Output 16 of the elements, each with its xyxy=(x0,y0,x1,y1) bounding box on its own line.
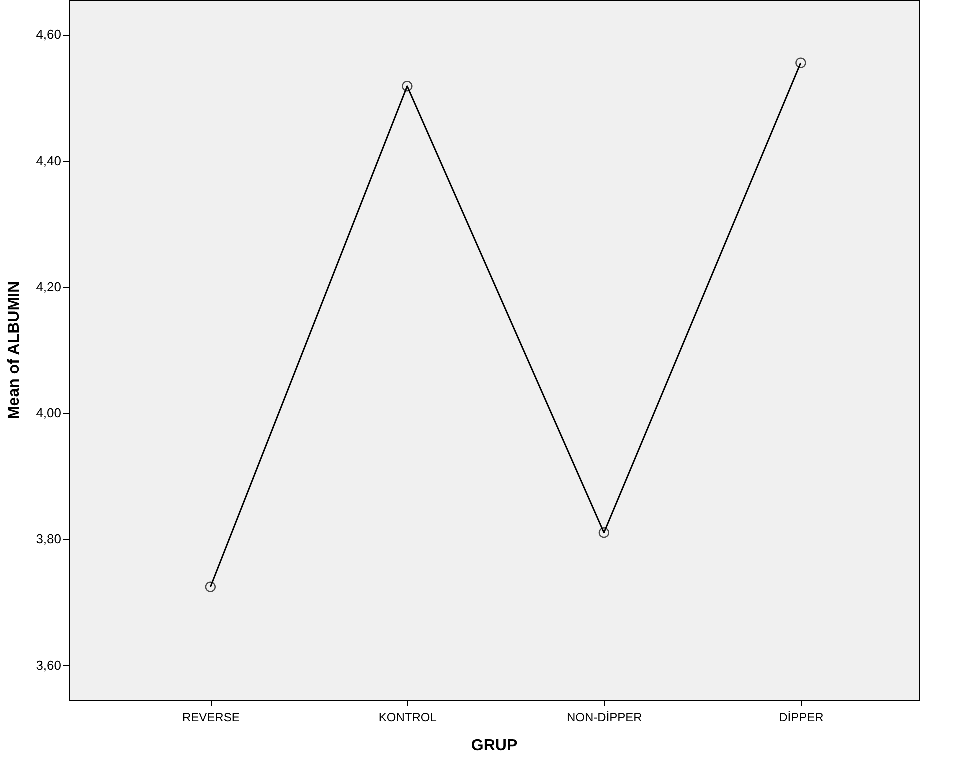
x-axis-title: GRUP xyxy=(471,738,518,754)
x-tick-label: NON-DİPPER xyxy=(567,710,643,724)
y-tick-label: 4,20 xyxy=(36,279,62,294)
y-tick-label: 4,40 xyxy=(36,153,62,168)
x-tick-label: DİPPER xyxy=(779,710,824,724)
y-axis-title: Mean of ALBUMIN xyxy=(6,281,24,420)
point xyxy=(402,81,413,92)
point xyxy=(598,528,610,538)
x-tick-label: KONTROL xyxy=(378,710,438,724)
point xyxy=(796,58,806,68)
y-tick-label: 3,80 xyxy=(36,532,62,547)
x-tick-label: REVERSE xyxy=(182,710,240,724)
point xyxy=(205,582,216,592)
y-tick-label: 3,60 xyxy=(36,658,62,673)
y-tick-label: 4,00 xyxy=(36,406,62,421)
y-tick-label: 4,60 xyxy=(36,27,62,42)
